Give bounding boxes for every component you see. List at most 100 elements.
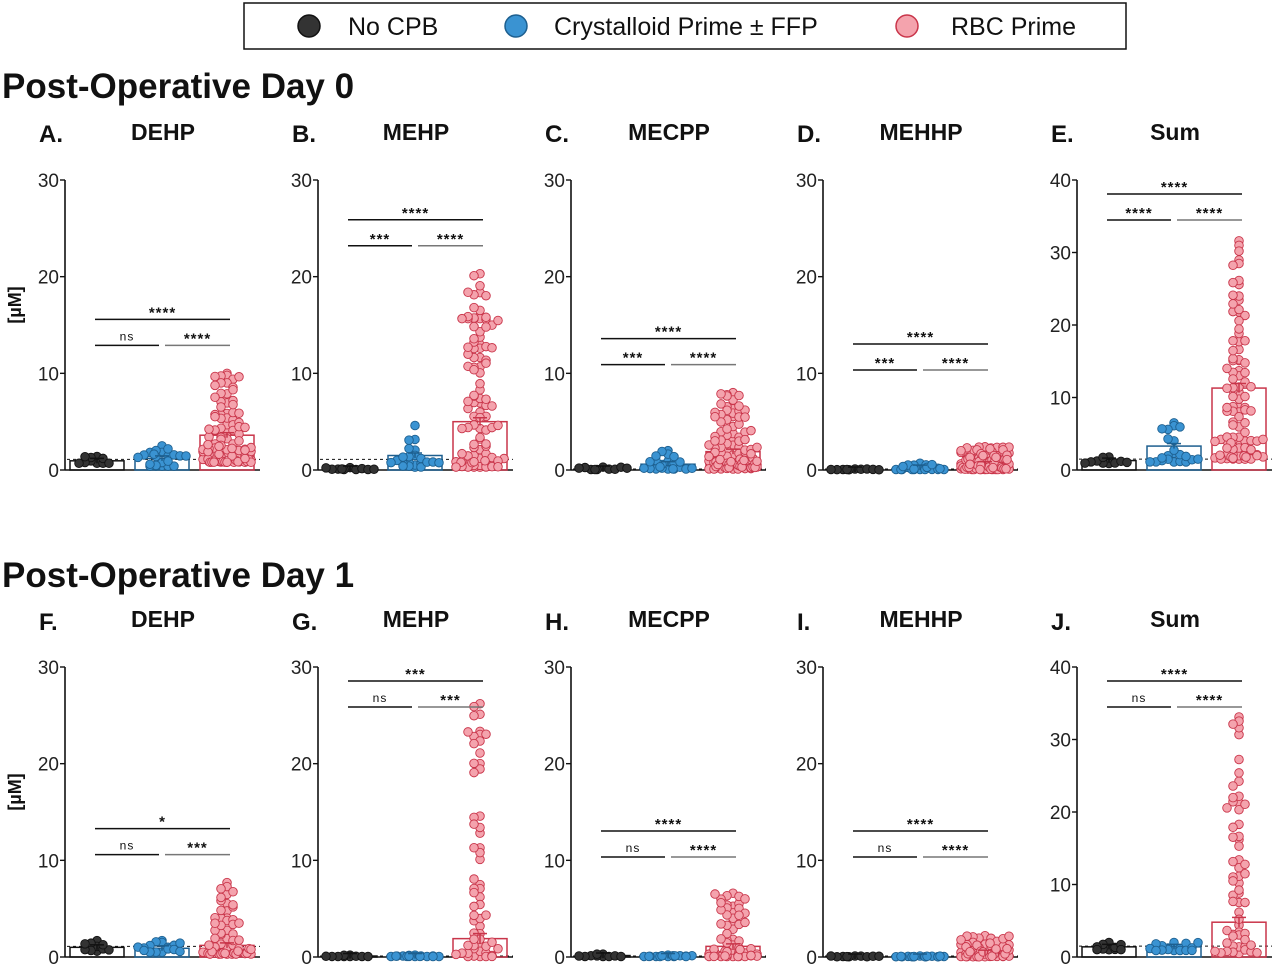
panel-a-point-rbc-92 <box>240 445 250 455</box>
panel-j-point-rbc-39 <box>1228 876 1238 886</box>
panel-b-point-rbc-55 <box>469 321 479 332</box>
panel-g: G. MEHP 0 10 20 30 ns *** *** <box>291 606 513 969</box>
panel-a-point-crystalloid-21 <box>163 444 173 454</box>
panel-g-point-rbc-39 <box>463 727 473 737</box>
panel-h-point-no_cpb-9 <box>592 949 602 959</box>
panel-a-ytick-label-30: 30 <box>38 171 59 192</box>
panel-a-point-rbc-90 <box>228 385 238 395</box>
panel-h-point-rbc-25 <box>716 919 726 929</box>
panel-g-point-rbc-53 <box>469 934 479 945</box>
panel-b-point-rbc-46 <box>469 270 479 281</box>
panel-i-point-no_cpb-8 <box>874 951 884 962</box>
panel-a-point-rbc-70 <box>214 449 224 459</box>
panel-a-point-rbc-64 <box>210 392 220 403</box>
panel-i-point-rbc-56 <box>1004 931 1014 942</box>
panel-f-point-rbc-49 <box>210 918 220 929</box>
panel-e-ytick-label-40: 40 <box>1050 171 1071 192</box>
panel-e-point-rbc-66 <box>1240 427 1250 438</box>
panel-b-point-rbc-93 <box>475 378 485 389</box>
panel-b-point-rbc-96 <box>493 461 503 472</box>
panel-a-point-crystalloid-20 <box>149 449 159 459</box>
panel-j-point-no_cpb-9 <box>1116 944 1126 955</box>
panel-e-point-rbc-81 <box>1222 383 1232 393</box>
panel-e-point-rbc-94 <box>1228 453 1238 463</box>
panel-h-ytick-label-30: 30 <box>544 658 565 679</box>
panel-j-ytick-label-40: 40 <box>1050 658 1071 679</box>
panel-c-point-rbc-72 <box>734 390 744 401</box>
panel-b-point-rbc-86 <box>475 432 485 443</box>
panel-j-point-rbc-54 <box>1222 803 1232 813</box>
panel-a-sig-1-2: ns <box>120 329 135 343</box>
panel-j-point-rbc-47 <box>1222 925 1232 936</box>
panel-f-point-crystalloid-14 <box>139 945 149 956</box>
panel-f-point-rbc-18 <box>216 905 226 916</box>
panel-g-point-rbc-55 <box>487 937 497 948</box>
panel-j-point-rbc-59 <box>1246 940 1256 950</box>
panel-g-point-rbc-44 <box>463 940 473 951</box>
panel-j-point-rbc-50 <box>1228 931 1238 941</box>
panel-i-sig-1-3: **** <box>907 816 934 833</box>
panel-b-point-crystalloid-17 <box>386 457 396 468</box>
panel-f-ytick-label-20: 20 <box>38 755 59 776</box>
panel-e-point-rbc-88 <box>1228 420 1238 430</box>
legend-label-rbc: RBC Prime <box>951 13 1076 41</box>
panel-j-ytick-label-30: 30 <box>1050 731 1071 752</box>
panel-d-point-rbc-92 <box>1002 454 1012 465</box>
panel-a-ylabel: [µM] <box>5 286 25 323</box>
panel-g-sig-1-2: ns <box>373 691 388 705</box>
panel-j-title: Sum <box>1150 606 1200 632</box>
panel-i-title: MEHHP <box>879 606 962 632</box>
panel-c-sig-1-2: *** <box>623 350 644 367</box>
panel-e-point-rbc-37 <box>1240 310 1250 321</box>
panel-e-point-crystalloid-17 <box>1163 434 1173 444</box>
panel-b-point-rbc-58 <box>481 358 491 368</box>
panel-i-point-rbc-52 <box>965 947 975 957</box>
section-title-day0: Post-Operative Day 0 <box>2 67 354 106</box>
panel-b-sig-1-3: **** <box>402 205 429 222</box>
panel-e-point-rbc-59 <box>1210 436 1220 447</box>
panel-j-point-crystalloid-13 <box>1193 937 1203 948</box>
panel-h-ytick-label-0: 0 <box>554 948 565 969</box>
panel-f-point-rbc-53 <box>234 935 244 945</box>
panel-f-point-rbc-51 <box>210 933 220 944</box>
panel-g-point-rbc-38 <box>469 767 479 778</box>
panel-b-point-crystalloid-20 <box>404 435 414 445</box>
panel-b-point-crystalloid-0 <box>410 420 420 431</box>
panel-j-point-crystalloid-15 <box>1187 945 1197 956</box>
panel-a-ytick-label-10: 10 <box>38 364 59 385</box>
panel-a-sig-2-3: **** <box>184 330 211 347</box>
panel-d-point-rbc-86 <box>985 443 995 454</box>
panel-e-point-rbc-85 <box>1240 335 1250 346</box>
panel-f-point-rbc-58 <box>246 944 256 955</box>
panel-a-point-crystalloid-16 <box>163 456 173 466</box>
panel-e-sig-1-2: **** <box>1125 205 1152 222</box>
panel-a-point-rbc-89 <box>240 453 250 464</box>
panel-d-ytick-label-30: 30 <box>796 171 817 192</box>
panel-c-point-rbc-94 <box>752 442 762 453</box>
panel-g-point-crystalloid-14 <box>391 951 401 961</box>
panel-i-ytick-label-20: 20 <box>796 755 817 776</box>
panel-i-point-rbc-41 <box>985 938 995 948</box>
panel-c-point-rbc-45 <box>716 399 726 409</box>
panel-a-point-rbc-93 <box>234 436 244 446</box>
panel-b-ytick-label-10: 10 <box>291 364 312 385</box>
panel-f-point-no_cpb-9 <box>80 939 90 949</box>
panel-h-point-rbc-58 <box>716 934 726 944</box>
panel-e-point-rbc-84 <box>1252 450 1262 461</box>
panel-g-point-rbc-51 <box>475 748 485 758</box>
panel-c-point-rbc-89 <box>739 455 749 466</box>
panel-e-point-rbc-40 <box>1234 246 1244 256</box>
panel-i-point-rbc-58 <box>987 951 997 961</box>
panel-c-point-rbc-93 <box>710 411 720 422</box>
panel-i-point-rbc-50 <box>1002 943 1012 954</box>
panel-f-sig-1-2: ns <box>120 839 135 853</box>
panel-c-point-rbc-91 <box>746 449 756 459</box>
panel-g-point-rbc-54 <box>451 949 461 960</box>
panel-f-ytick-label-30: 30 <box>38 658 59 679</box>
panel-j: J. Sum 0 10 20 30 40 ns **** **** <box>1050 606 1272 969</box>
panel-j-point-crystalloid-14 <box>1151 945 1161 956</box>
panel-h-point-crystalloid-12 <box>681 951 691 962</box>
panel-c-point-rbc-99 <box>715 454 725 465</box>
